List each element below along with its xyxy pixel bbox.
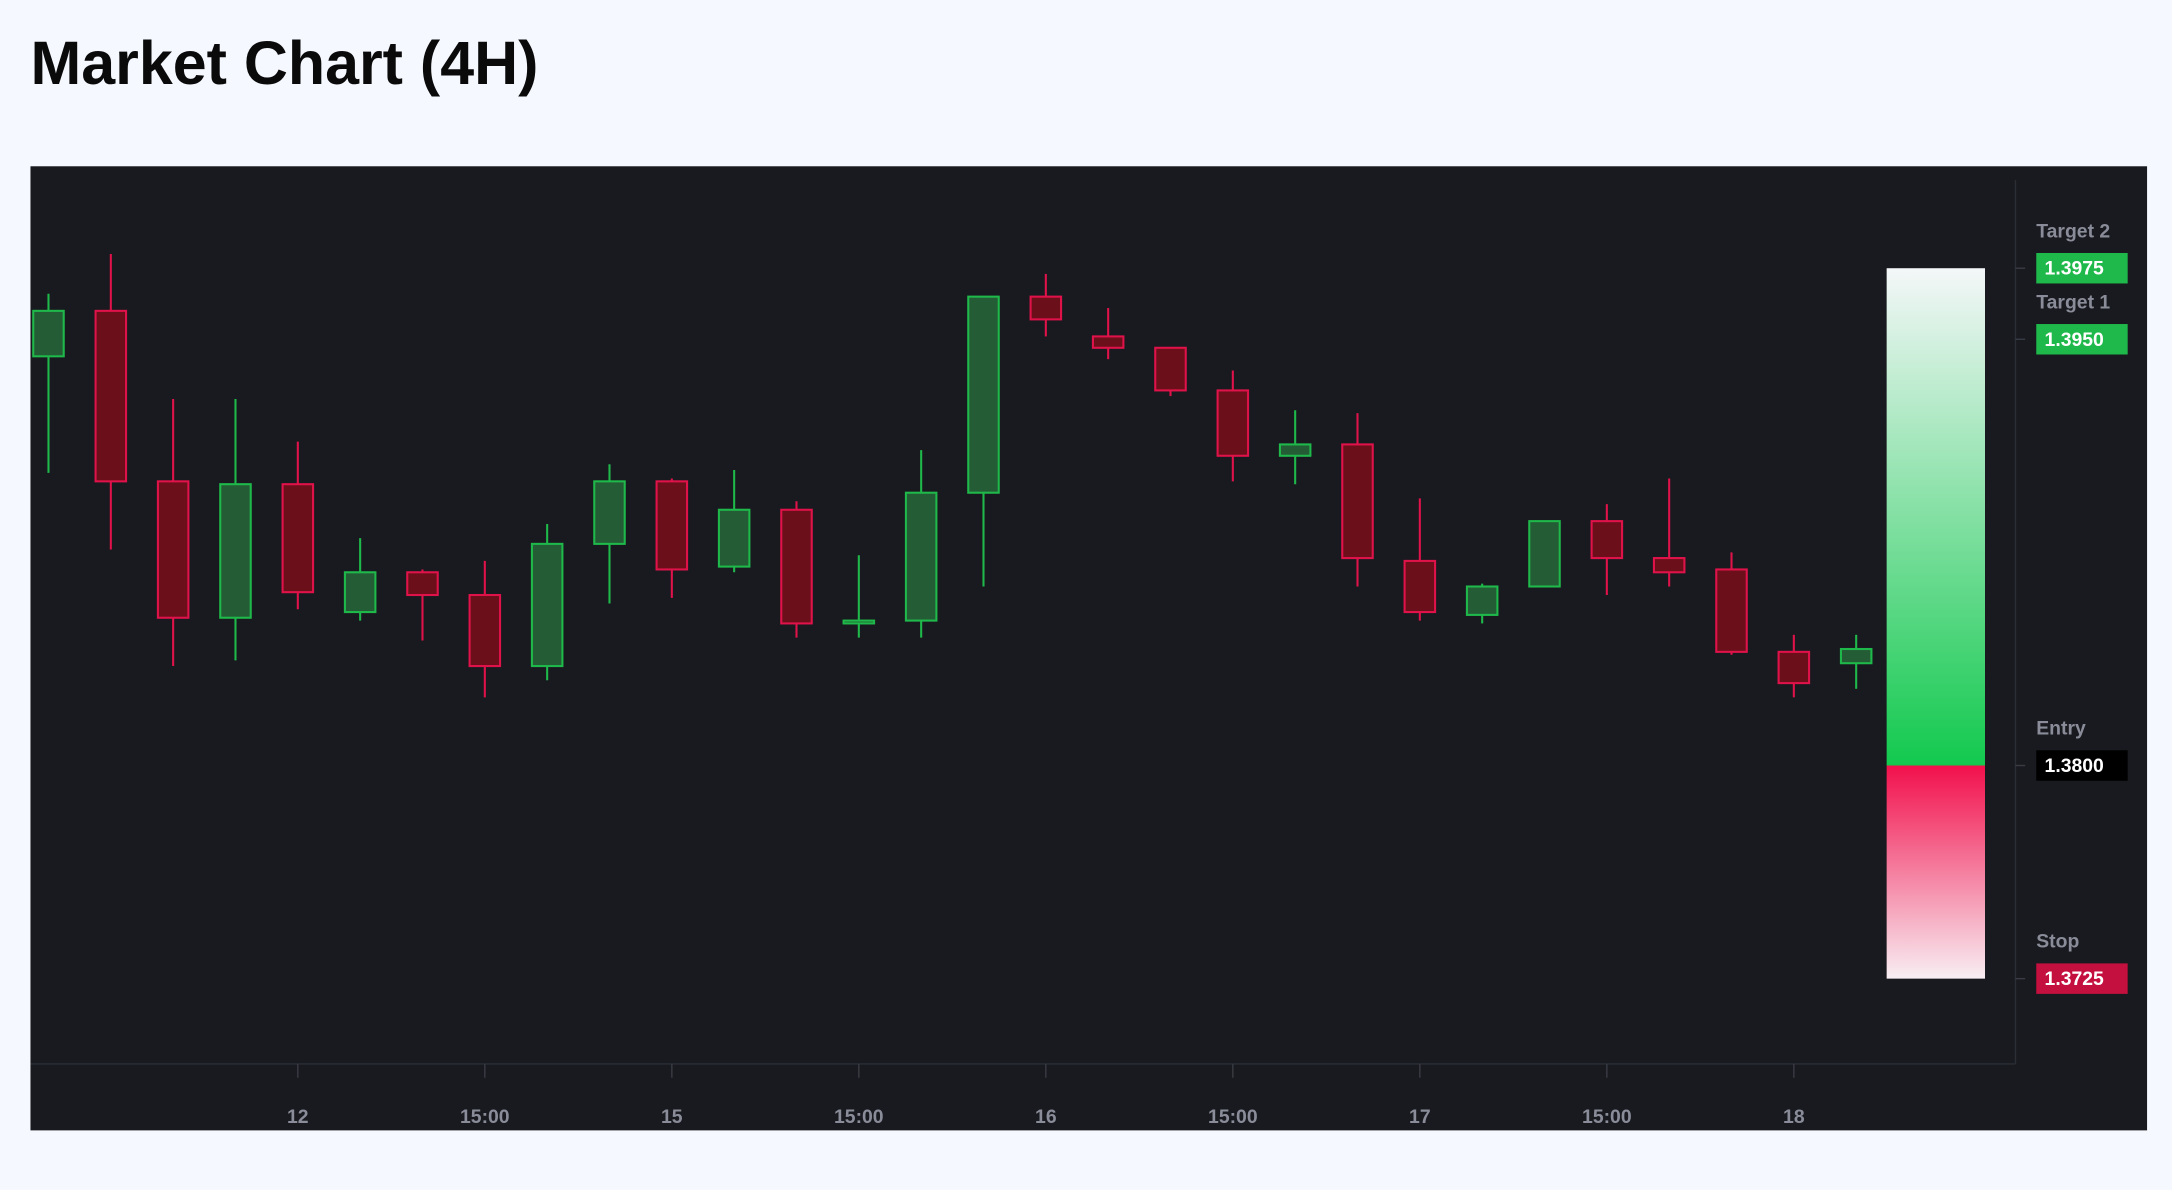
candle-body: [904, 491, 938, 622]
level-name: Stop: [2036, 931, 2079, 953]
candle-body: [530, 542, 564, 668]
candle-body: [1216, 389, 1250, 457]
candle-body: [1403, 559, 1437, 614]
target-zone: [1886, 268, 1985, 766]
candle-body: [219, 483, 252, 619]
level-value: 1.3950: [2045, 329, 2104, 351]
candle-body: [156, 480, 190, 619]
candle-body: [343, 571, 377, 614]
level-value: 1.3800: [2045, 755, 2104, 777]
candle-body: [593, 480, 626, 545]
candle-body: [1528, 520, 1561, 588]
chart-panel: [30, 166, 2148, 1131]
x-tick-label: 16: [1035, 1106, 1057, 1128]
candle-body: [406, 571, 439, 597]
x-tick-label: 15: [661, 1106, 683, 1128]
candle-body: [1029, 295, 1063, 321]
candle-body: [1777, 650, 1811, 685]
candle-body: [94, 309, 128, 483]
candle-body: [1839, 647, 1873, 665]
candle-body: [655, 480, 689, 571]
x-tick-label: 18: [1783, 1106, 1805, 1128]
candle-body: [1341, 443, 1374, 560]
x-tick-label: 15:00: [834, 1106, 884, 1128]
level-badge: [2036, 750, 2128, 781]
level-badge: [2036, 324, 2128, 355]
x-tick-label: 15:00: [1582, 1106, 1632, 1128]
level-badge: [2036, 963, 2128, 994]
level-badge: [2036, 252, 2128, 284]
candle-body: [281, 483, 315, 594]
stop-zone: [1886, 765, 1985, 979]
candle-body: [32, 309, 65, 358]
x-tick-label: 15:00: [460, 1106, 510, 1128]
level-value: 1.3725: [2045, 968, 2104, 990]
candle-body: [967, 295, 1000, 494]
candle-body: [780, 508, 813, 625]
x-tick-label: 15:00: [1208, 1106, 1258, 1128]
x-tick-label: 12: [287, 1106, 309, 1128]
chart-title: Market Chart (4H): [30, 29, 538, 97]
level-name: Target 2: [2036, 220, 2110, 242]
candle-body: [1590, 520, 1624, 560]
candle-body: [468, 593, 502, 668]
x-tick-label: 17: [1409, 1106, 1431, 1128]
candle-body: [1465, 585, 1499, 616]
candle-body: [1091, 335, 1125, 349]
candle-body: [1154, 346, 1187, 392]
candle-body: [1715, 568, 1748, 653]
level-name: Target 1: [2036, 291, 2110, 313]
candle-body: [717, 508, 751, 568]
candle-body: [842, 619, 876, 625]
level-value: 1.3975: [2045, 258, 2104, 280]
candle-body: [1278, 443, 1312, 457]
plot: 12 15:00 15 15:00 16 15:00 17 15:00 18 Target 2 1.…: [32, 220, 2128, 1128]
level-name: Entry: [2036, 718, 2086, 740]
candle-body: [1652, 557, 1686, 574]
